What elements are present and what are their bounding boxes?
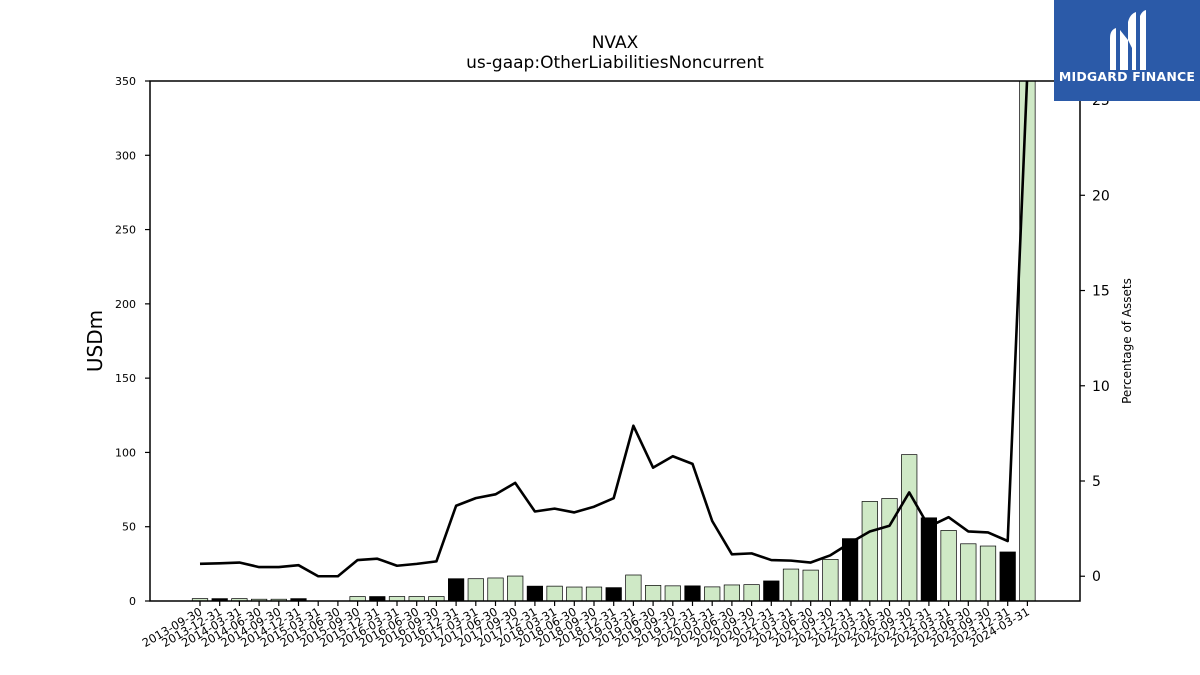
y2-tick-label: 15	[1092, 284, 1110, 300]
bar-2020-12-31	[763, 580, 780, 602]
y-tick-label: 200	[115, 298, 136, 311]
bar-2018-03-31	[546, 585, 563, 602]
bar-2017-09-30	[507, 575, 524, 602]
bar-2023-09-30	[979, 545, 997, 602]
bar-2021-12-31	[841, 538, 859, 602]
bar-2017-06-30	[487, 577, 504, 602]
bar-2019-09-30	[664, 585, 681, 602]
bar-2017-12-31	[526, 585, 544, 602]
logo-mark-icon	[1110, 10, 1146, 70]
bar-2024-03-31	[1019, 80, 1036, 602]
y2-tick-label: 0	[1092, 569, 1101, 585]
y-tick-label: 50	[122, 521, 136, 534]
y-tick-label: 150	[115, 372, 136, 385]
bar-2023-06-30	[960, 543, 977, 602]
bar-2021-06-30	[802, 569, 819, 602]
y-tick-label: 0	[129, 595, 136, 608]
bar-2016-12-31	[448, 578, 465, 602]
plot-frame	[149, 80, 1081, 602]
bar-2019-03-31	[625, 574, 642, 602]
bar-2021-09-30	[822, 559, 839, 602]
bar-2020-03-31	[704, 586, 721, 602]
bar-2021-03-31	[782, 568, 800, 602]
brand-logo: MIDGARD FINANCE	[1054, 0, 1200, 101]
y2-tick-label: 20	[1092, 188, 1110, 204]
bars-layer	[191, 80, 1036, 602]
bar-2022-03-31	[861, 501, 878, 602]
bar-2022-09-30	[901, 454, 918, 602]
bar-2022-06-30	[881, 498, 898, 602]
bar-2019-12-31	[684, 585, 701, 602]
chart-subtitle: us-gaap:OtherLiabilitiesNoncurrent	[466, 53, 764, 73]
y2-tick-label: 10	[1092, 379, 1110, 395]
percentage-line	[199, 81, 1029, 578]
y-axis-label: USDm	[83, 310, 107, 372]
bar-2020-06-30	[723, 584, 741, 602]
y-tick-label: 100	[115, 446, 136, 459]
bar-2019-06-30	[644, 585, 662, 602]
bar-2018-09-30	[585, 586, 603, 602]
y2-axis-label: Percentage of Assets	[1120, 278, 1134, 404]
chart-title: NVAX	[591, 33, 639, 53]
bar-2020-09-30	[743, 584, 760, 602]
line-layer	[199, 81, 1029, 578]
y2-tick-label: 5	[1092, 474, 1101, 490]
bar-2023-12-31	[999, 551, 1016, 602]
y-tick-label: 250	[115, 224, 136, 237]
logo-brand-text: MIDGARD FINANCE	[1058, 69, 1196, 84]
bar-2018-06-30	[566, 586, 583, 602]
bar-2022-12-31	[920, 517, 938, 602]
bar-2023-03-31	[940, 530, 957, 602]
y-tick-label: 350	[115, 75, 136, 88]
y-tick-label: 300	[115, 149, 136, 162]
bar-2018-12-31	[605, 587, 622, 602]
bar-2017-03-31	[467, 578, 484, 602]
